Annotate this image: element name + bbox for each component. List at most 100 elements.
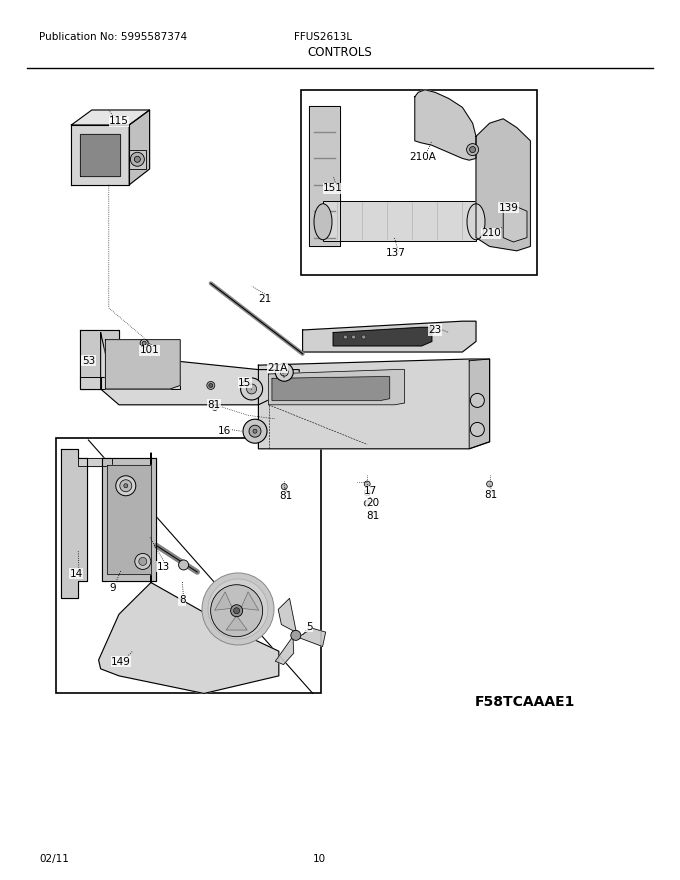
Circle shape (208, 579, 268, 639)
Text: 16: 16 (218, 426, 231, 436)
Text: 81: 81 (207, 400, 221, 410)
Circle shape (343, 335, 347, 339)
Text: 20: 20 (366, 498, 379, 509)
Circle shape (282, 484, 287, 489)
Circle shape (241, 378, 262, 400)
Polygon shape (71, 125, 129, 185)
Circle shape (471, 422, 484, 436)
Ellipse shape (467, 204, 485, 239)
Circle shape (131, 152, 144, 166)
Polygon shape (61, 449, 87, 598)
Polygon shape (258, 359, 490, 449)
Circle shape (209, 384, 213, 387)
Circle shape (139, 557, 147, 566)
Text: Publication No: 5995587374: Publication No: 5995587374 (39, 32, 188, 41)
Text: 81: 81 (366, 510, 379, 521)
Text: 8: 8 (179, 595, 186, 605)
Text: 02/11: 02/11 (39, 854, 69, 863)
Text: 151: 151 (323, 183, 343, 194)
Polygon shape (215, 592, 233, 610)
Circle shape (280, 368, 288, 377)
Circle shape (466, 143, 479, 156)
Circle shape (253, 429, 257, 433)
Polygon shape (71, 110, 150, 125)
Text: 53: 53 (82, 356, 95, 366)
Circle shape (202, 573, 274, 645)
Polygon shape (226, 616, 248, 630)
Polygon shape (303, 321, 476, 352)
Polygon shape (469, 359, 490, 449)
Polygon shape (333, 327, 432, 346)
Polygon shape (107, 465, 151, 574)
Ellipse shape (314, 204, 332, 239)
Text: 210: 210 (481, 228, 501, 238)
Polygon shape (80, 330, 119, 389)
Polygon shape (476, 119, 530, 251)
Polygon shape (102, 458, 156, 581)
Text: 15: 15 (238, 378, 252, 388)
Text: FFUS2613L: FFUS2613L (294, 32, 352, 41)
Circle shape (179, 560, 188, 570)
Polygon shape (278, 598, 296, 633)
Text: 14: 14 (69, 568, 83, 579)
Text: 9: 9 (109, 583, 116, 593)
Polygon shape (78, 458, 112, 466)
Text: 137: 137 (386, 248, 406, 259)
Circle shape (120, 480, 132, 492)
Text: 23: 23 (428, 325, 442, 335)
Polygon shape (80, 134, 120, 176)
Circle shape (352, 335, 356, 339)
Polygon shape (269, 370, 405, 405)
Bar (56, 438, 321, 693)
Circle shape (362, 335, 366, 339)
Polygon shape (80, 377, 180, 389)
Circle shape (364, 501, 370, 506)
Circle shape (140, 339, 148, 348)
Text: 81: 81 (484, 489, 498, 500)
Circle shape (135, 554, 151, 569)
Text: 17: 17 (364, 486, 377, 496)
Text: CONTROLS: CONTROLS (307, 46, 373, 59)
Polygon shape (415, 90, 476, 160)
Bar (323, 201, 476, 241)
Text: 21: 21 (258, 294, 272, 304)
Circle shape (249, 425, 261, 437)
Text: F58TCAAAE1: F58TCAAAE1 (475, 695, 575, 709)
Text: 101: 101 (139, 345, 160, 356)
Polygon shape (503, 202, 527, 242)
Text: 5: 5 (306, 621, 313, 632)
Polygon shape (309, 106, 340, 246)
Text: 13: 13 (156, 561, 170, 572)
Polygon shape (272, 377, 390, 400)
Polygon shape (129, 150, 146, 169)
Text: 115: 115 (109, 116, 129, 127)
Circle shape (471, 393, 484, 407)
Text: 139: 139 (498, 202, 519, 213)
Circle shape (470, 147, 475, 152)
Circle shape (116, 476, 136, 495)
Polygon shape (241, 592, 258, 610)
Text: 149: 149 (111, 656, 131, 667)
Text: 210A: 210A (409, 151, 437, 162)
Circle shape (124, 484, 128, 488)
Circle shape (212, 405, 218, 410)
Circle shape (243, 419, 267, 444)
Circle shape (487, 481, 492, 487)
Circle shape (142, 341, 146, 345)
Circle shape (275, 363, 293, 381)
Circle shape (234, 608, 239, 613)
Polygon shape (275, 636, 294, 664)
Polygon shape (105, 340, 180, 389)
Circle shape (231, 605, 243, 617)
Bar (301, 90, 537, 275)
Polygon shape (129, 110, 150, 185)
Text: 81: 81 (279, 491, 292, 502)
Circle shape (364, 481, 370, 487)
Circle shape (291, 630, 301, 641)
Polygon shape (99, 453, 279, 693)
Circle shape (135, 157, 140, 162)
Circle shape (247, 384, 256, 394)
Circle shape (207, 381, 215, 390)
Polygon shape (101, 333, 299, 405)
Circle shape (364, 490, 370, 495)
